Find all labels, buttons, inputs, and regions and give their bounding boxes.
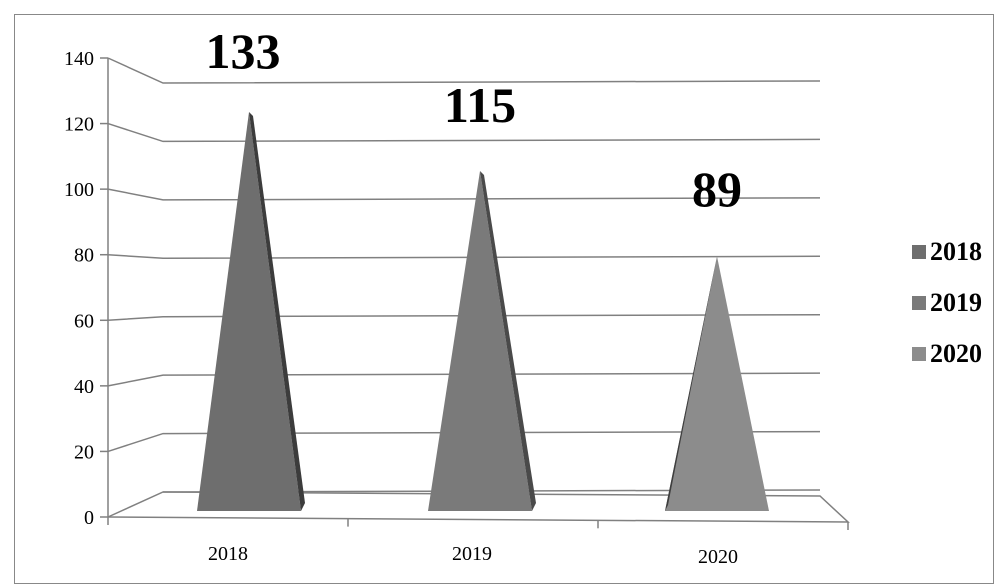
y-tick-label: 100 bbox=[64, 179, 94, 201]
gridline bbox=[107, 188, 821, 201]
y-tick-label: 0 bbox=[84, 507, 94, 529]
gridline bbox=[107, 430, 821, 453]
legend-swatch bbox=[912, 245, 926, 259]
y-tick-label: 20 bbox=[74, 441, 94, 463]
axes-layer bbox=[100, 57, 850, 530]
x-category-label: 2018 bbox=[208, 543, 248, 565]
gridline bbox=[107, 122, 821, 143]
pyramid-bar-2019 bbox=[428, 170, 532, 511]
pyramid-bar-2018 bbox=[197, 111, 301, 511]
gridline bbox=[107, 372, 821, 387]
x-category-label: 2020 bbox=[698, 546, 738, 568]
y-tick-label: 80 bbox=[74, 245, 94, 267]
legend-swatch bbox=[912, 296, 926, 310]
y-tick-labels: 0 20 40 60 80 100 120 140 bbox=[64, 48, 94, 529]
data-labels: 133 115 89 bbox=[206, 23, 743, 217]
grid-layer bbox=[107, 57, 821, 518]
data-label: 133 bbox=[206, 23, 281, 79]
bars-layer bbox=[197, 111, 769, 511]
gridline bbox=[107, 57, 821, 84]
y-tick-label: 120 bbox=[64, 114, 94, 136]
pyramid-bar-2020 bbox=[665, 256, 769, 511]
x-category-label: 2019 bbox=[452, 543, 492, 565]
data-label: 115 bbox=[444, 77, 516, 133]
pyramid-side-2020 bbox=[665, 256, 717, 511]
legend-label: 2018 bbox=[930, 237, 982, 266]
y-tick-label: 140 bbox=[64, 48, 94, 70]
pyramid-side-2018 bbox=[249, 111, 305, 511]
gridline bbox=[107, 253, 821, 260]
legend: 2018 2019 2020 bbox=[912, 237, 982, 368]
pyramid-side-2019 bbox=[480, 170, 536, 511]
legend-label: 2020 bbox=[930, 339, 982, 368]
y-tick-label: 40 bbox=[74, 376, 94, 398]
category-labels: 2018 2019 2020 bbox=[208, 543, 738, 568]
legend-swatch bbox=[912, 347, 926, 361]
data-label: 89 bbox=[692, 161, 742, 217]
legend-label: 2019 bbox=[930, 288, 982, 317]
gridline bbox=[107, 313, 821, 322]
y-tick-label: 60 bbox=[74, 310, 94, 332]
